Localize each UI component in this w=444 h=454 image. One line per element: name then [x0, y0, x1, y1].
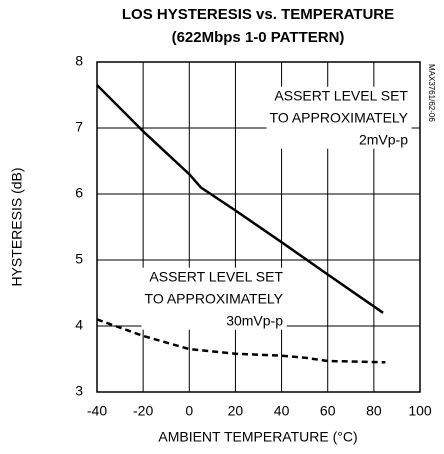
- annotation-background: [141, 267, 287, 330]
- y-tick-label: 3: [75, 383, 83, 399]
- annotation-text: 2mVp-p: [359, 132, 408, 148]
- annotation-text: TO APPROXIMATELY: [145, 291, 284, 307]
- x-tick-label: 100: [408, 403, 432, 419]
- plot-frame: [96, 61, 421, 393]
- x-tick-label: 40: [274, 403, 290, 419]
- y-tick-label: 7: [75, 119, 83, 135]
- chart-subtitle: (622Mbps 1-0 PATTERN): [172, 29, 345, 46]
- annotation-text: ASSERT LEVEL SET: [149, 269, 283, 285]
- y-tick-label: 4: [75, 317, 83, 333]
- annotation: ASSERT LEVEL SET TO APPROXIMATELY 30mVp-p: [141, 267, 287, 330]
- y-axis-label: HYSTERESIS (dB): [9, 167, 25, 286]
- x-tick-label: -40: [87, 403, 107, 419]
- chart-title: LOS HYSTERESIS vs. TEMPERATURE: [122, 6, 394, 23]
- x-tick-label: -20: [133, 403, 153, 419]
- data-line: [96, 84, 384, 314]
- x-tick-label: 80: [366, 403, 382, 419]
- annotation-text: ASSERT LEVEL SET: [274, 88, 408, 104]
- x-tick-label: 0: [185, 403, 193, 419]
- y-tick-label: 8: [75, 53, 83, 69]
- side-label: MAX3761/62-06: [427, 64, 436, 122]
- x-tick-label: 60: [320, 403, 336, 419]
- x-tick-label: 20: [228, 403, 244, 419]
- y-tick-label: 5: [75, 251, 83, 267]
- x-axis-label: AMBIENT TEMPERATURE (°C): [158, 429, 357, 445]
- annotation-text: 30mVp-p: [226, 313, 283, 329]
- annotation-text: TO APPROXIMATELY: [270, 110, 409, 126]
- annotation: ASSERT LEVEL SET TO APPROXIMATELY 2mVp-p: [266, 86, 412, 149]
- data-line: [96, 318, 386, 364]
- y-tick-label: 6: [75, 185, 83, 201]
- annotation-background: [266, 86, 412, 149]
